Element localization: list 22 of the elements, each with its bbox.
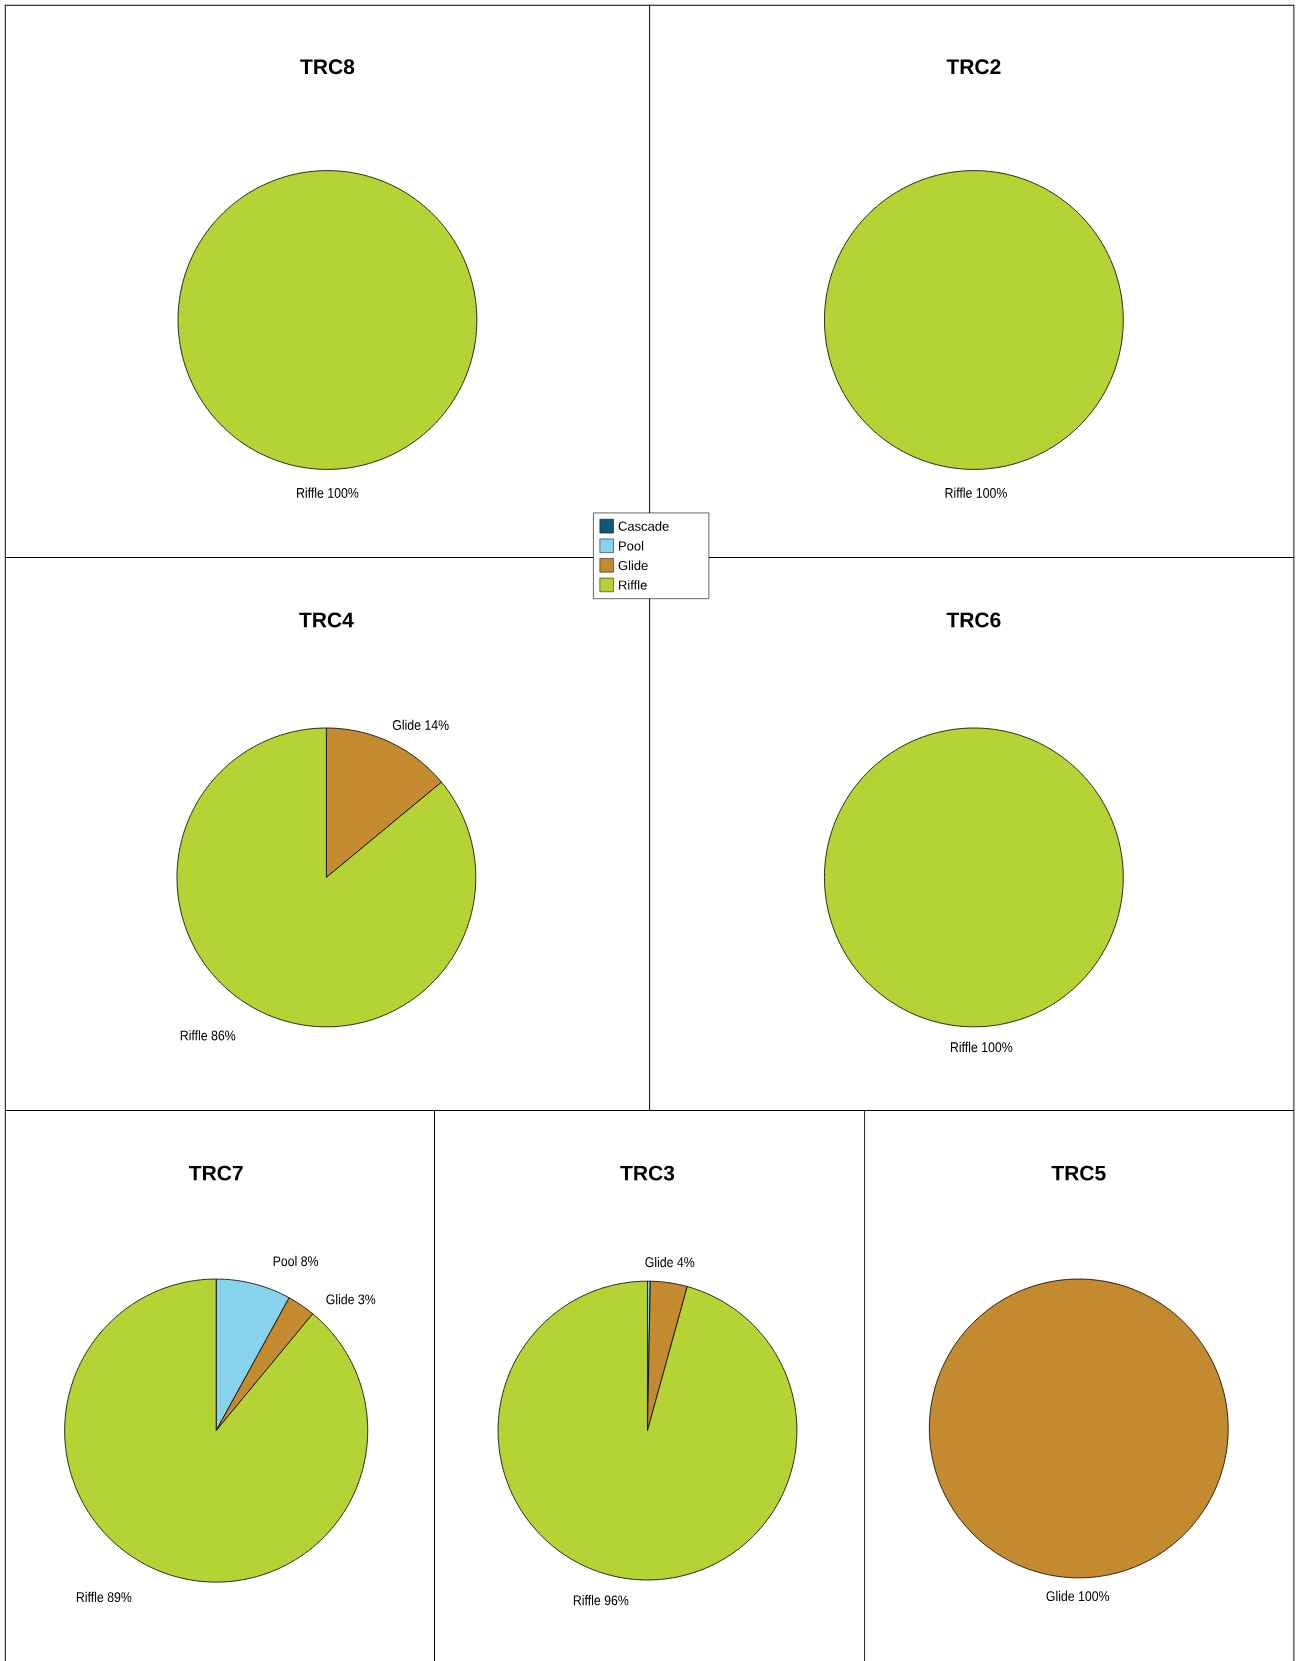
- data-label: Riffle 100%: [950, 1041, 1013, 1053]
- chart-title: TRC7: [189, 1165, 243, 1181]
- chart-title: TRC4: [299, 612, 354, 628]
- data-label: Pool 8%: [273, 1255, 319, 1267]
- data-label: Glide 100%: [1046, 1590, 1110, 1602]
- data-label: Glide 3%: [326, 1294, 376, 1305]
- data-label: Riffle 96%: [573, 1595, 629, 1606]
- legend-label: Pool: [619, 541, 644, 551]
- legend-label: Glide: [618, 560, 648, 571]
- legend-label: Riffle: [619, 580, 647, 590]
- data-label: Riffle 100%: [945, 487, 1007, 498]
- legend-label: Cascade: [618, 521, 669, 531]
- chart-title: TRC3: [620, 1165, 675, 1181]
- chart-title: TRC8: [300, 59, 355, 75]
- data-label: Riffle 100%: [297, 487, 359, 498]
- chart-title: TRC5: [1051, 1165, 1106, 1181]
- chart-title: TRC2: [946, 59, 1001, 75]
- data-label: Riffle 89%: [76, 1591, 132, 1603]
- data-label: Glide 14%: [392, 719, 449, 730]
- chart-title: TRC6: [946, 612, 1001, 628]
- data-label: Glide 4%: [645, 1256, 695, 1268]
- data-label: Riffle 86%: [180, 1030, 236, 1041]
